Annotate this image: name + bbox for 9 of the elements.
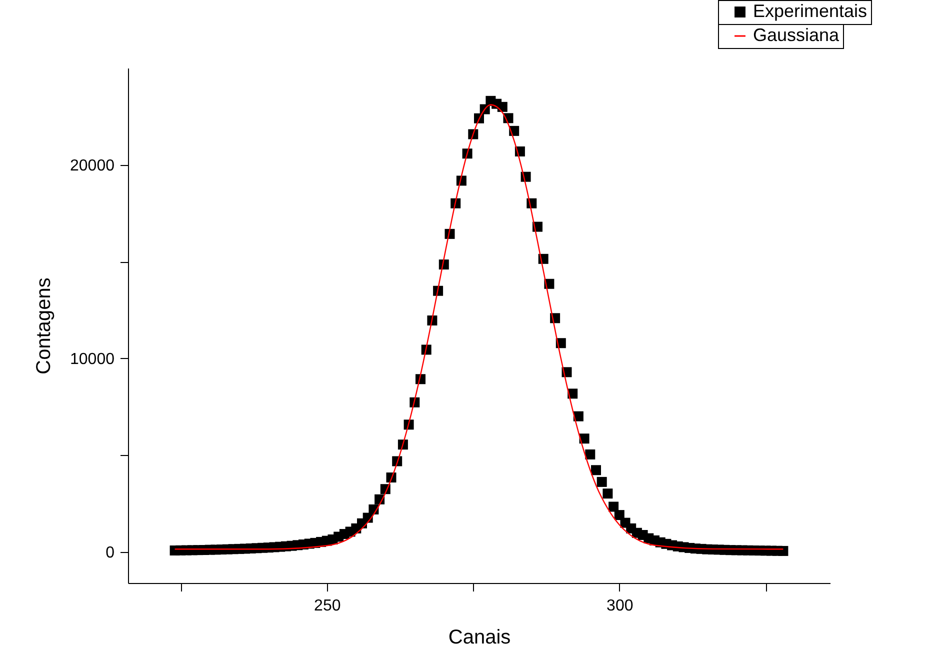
- legend-label: Experimentais: [753, 1, 868, 21]
- y-tick-label: 10000: [70, 350, 115, 368]
- legend-label: Gaussiana: [753, 25, 840, 45]
- x-tick-label: 250: [314, 598, 341, 614]
- y-tick-label: 0: [106, 544, 115, 562]
- y-tick-label: 20000: [70, 157, 115, 174]
- y-axis-title: Contagens: [33, 278, 56, 374]
- x-tick-label: 300: [606, 598, 634, 614]
- x-axis-title: Canais: [448, 626, 511, 648]
